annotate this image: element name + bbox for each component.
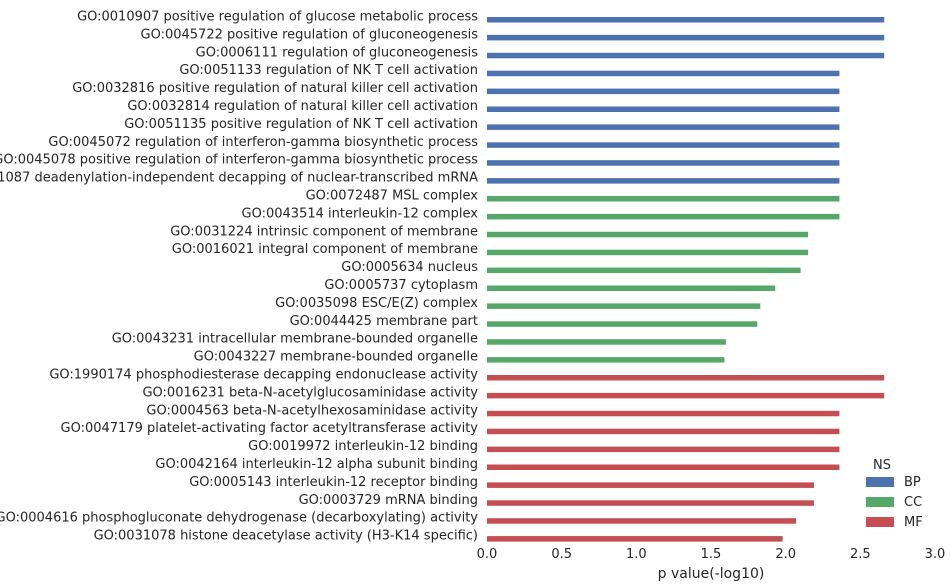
category-label: GO:0043227 membrane-bounded organelle <box>194 350 478 365</box>
bar-cc <box>487 231 809 238</box>
category-label: GO:0005143 interleukin-12 receptor bindi… <box>189 475 478 490</box>
bar-mf <box>487 482 815 488</box>
legend-swatch-bp <box>866 477 894 487</box>
bar-cc <box>487 249 809 256</box>
category-labels: GO:0010907 positive regulation of glucos… <box>0 10 478 544</box>
category-label: GO:0031087 deadenylation-independent dec… <box>0 171 478 186</box>
category-label: GO:0003729 mRNA binding <box>299 493 478 508</box>
category-label: GO:0005737 cytoplasm <box>324 278 478 293</box>
legend-swatch-mf <box>866 517 894 527</box>
category-label: GO:0043231 intracellular membrane-bounde… <box>112 332 478 347</box>
bar-bp <box>487 124 840 130</box>
category-label: GO:0044425 membrane part <box>290 314 478 329</box>
legend-label-cc: CC <box>904 495 922 510</box>
legend-entries: BP CC MF <box>866 475 923 530</box>
bar-mf <box>487 410 840 417</box>
bar-bp <box>487 142 840 148</box>
bar-cc <box>487 213 840 220</box>
x-tick-label: 0.0 <box>477 547 498 562</box>
category-label: GO:0043514 interleukin-12 complex <box>242 206 479 221</box>
legend-label-mf: MF <box>904 515 923 530</box>
category-label: GO:0019972 interleukin-12 binding <box>248 439 478 454</box>
x-tick-label: 2.0 <box>775 547 796 562</box>
bar-bp <box>487 17 885 23</box>
bar-cc <box>487 267 801 274</box>
bar-mf <box>487 392 885 399</box>
category-label: GO:0016231 beta-N-acetylglucosaminidase … <box>142 385 478 400</box>
bar-bp <box>487 178 840 184</box>
bars <box>487 17 885 542</box>
x-tick-label: 2.5 <box>850 547 871 562</box>
bar-bp <box>487 160 840 166</box>
bar-bp <box>487 34 885 41</box>
category-label: GO:0032816 positive regulation of natura… <box>72 81 478 96</box>
bar-mf <box>487 536 783 542</box>
bar-mf <box>487 500 815 506</box>
x-tick-label: 1.5 <box>701 547 722 562</box>
bar-cc <box>487 357 725 363</box>
category-label: GO:1990174 phosphodiesterase decapping e… <box>49 368 478 383</box>
legend: NS BP CC MF <box>866 458 923 530</box>
category-label: GO:0045078 positive regulation of interf… <box>0 153 478 168</box>
category-label: GO:0031224 intrinsic component of membra… <box>170 224 478 239</box>
category-label: GO:0045722 positive regulation of glucon… <box>141 27 479 42</box>
bar-mf <box>487 428 840 435</box>
bar-mf <box>487 464 840 470</box>
category-label: GO:0045072 regulation of interferon-gamm… <box>48 135 478 150</box>
bar-bp <box>487 70 840 77</box>
category-label: GO:0032814 regulation of natural killer … <box>127 99 478 114</box>
bar-cc <box>487 285 776 291</box>
category-label: GO:0042164 interleukin-12 alpha subunit … <box>155 457 478 472</box>
category-label: GO:0072487 MSL complex <box>306 189 479 204</box>
bar-bp <box>487 52 885 59</box>
x-tick-label: 0.5 <box>551 547 572 562</box>
category-label: GO:0005634 nucleus <box>341 260 478 275</box>
category-label: GO:0031078 histone deacetylase activity … <box>94 529 478 544</box>
bar-mf <box>487 446 840 453</box>
category-label: GO:0051133 regulation of NK T cell activ… <box>179 63 478 78</box>
category-label: GO:0035098 ESC/E(Z) complex <box>275 296 478 311</box>
category-label: GO:0010907 positive regulation of glucos… <box>77 10 478 25</box>
bar-bp <box>487 88 840 95</box>
category-label: GO:0047179 platelet-activating factor ac… <box>61 421 479 436</box>
bar-mf <box>487 518 797 524</box>
legend-label-bp: BP <box>904 475 921 490</box>
x-axis-title: p value(-log10) <box>658 566 765 582</box>
category-label: GO:0016021 integral component of membran… <box>172 242 478 257</box>
legend-title: NS <box>873 458 891 473</box>
bar-cc <box>487 196 840 202</box>
category-label: GO:0004616 phosphogluconate dehydrogenas… <box>0 511 478 526</box>
x-tick-label: 3.0 <box>925 547 946 562</box>
x-axis-ticks: 0.0 0.5 1.0 1.5 2.0 2.5 3.0 <box>477 547 946 562</box>
bar-cc <box>487 303 761 309</box>
bar-cc <box>487 339 726 345</box>
bar-mf <box>487 375 885 381</box>
category-label: GO:0004563 beta-N-acetylhexosaminidase a… <box>146 403 478 418</box>
bar-bp <box>487 106 840 112</box>
category-label: GO:0006111 regulation of gluconeogenesis <box>196 45 479 60</box>
category-label: GO:0051135 positive regulation of NK T c… <box>124 117 478 132</box>
legend-swatch-cc <box>866 497 894 507</box>
bar-cc <box>487 321 758 327</box>
x-tick-label: 1.0 <box>626 547 647 562</box>
